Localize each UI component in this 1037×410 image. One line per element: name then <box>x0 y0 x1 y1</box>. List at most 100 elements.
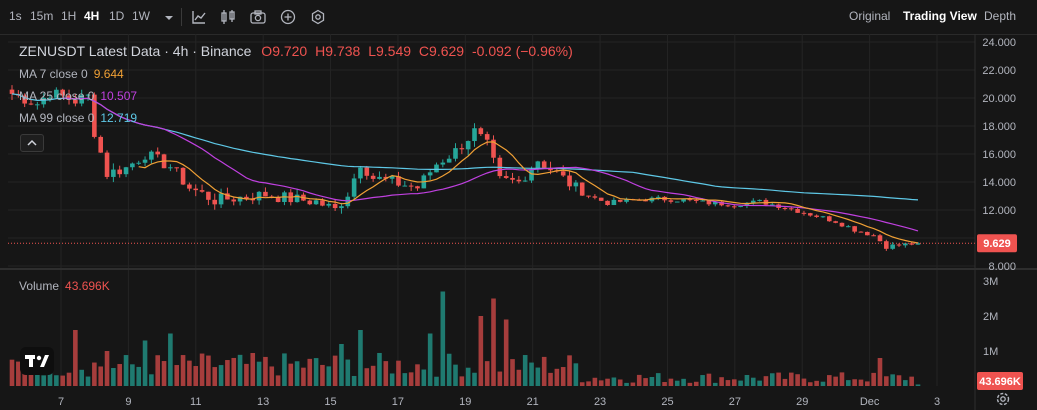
camera-icon[interactable] <box>249 8 267 26</box>
candle-body <box>453 148 458 159</box>
volume-bar <box>440 291 446 386</box>
volume-bar <box>877 358 883 386</box>
view-depth[interactable]: Depth <box>984 9 1017 23</box>
volume-bar <box>858 379 864 386</box>
candle-body <box>725 205 731 207</box>
candle-body <box>478 128 484 135</box>
volume-bar <box>573 363 579 386</box>
candle-body <box>149 151 154 160</box>
volume-bar <box>757 380 762 386</box>
candle-body <box>231 199 237 202</box>
indicator-icon[interactable] <box>190 8 208 26</box>
volume-bar <box>73 330 78 386</box>
ohlc-close-key: C <box>418 43 430 59</box>
volume-bar <box>149 374 154 386</box>
chart-axes: 8.00010.00012.00014.00016.00018.00020.00… <box>58 37 1016 408</box>
candle-body <box>98 136 103 153</box>
time-tick-label: 21 <box>527 396 539 408</box>
candle-body <box>28 103 34 105</box>
candles-icon[interactable] <box>219 8 237 26</box>
candle-body <box>833 221 838 223</box>
candle-body <box>237 196 243 202</box>
interval-1s[interactable]: 1s <box>9 9 22 23</box>
candle-body <box>123 167 129 175</box>
candle-body <box>491 139 496 158</box>
volume-bar <box>225 360 230 386</box>
ohlc-low-key: L <box>368 43 376 59</box>
ohlc-open: 9.720 <box>272 43 308 59</box>
candle-body <box>440 162 446 165</box>
ma99-legend: MA 99 close 0 12.719 <box>19 111 137 125</box>
candle-body <box>820 216 826 218</box>
candle-body <box>294 194 300 203</box>
gear-icon[interactable] <box>994 390 1012 408</box>
candle-body <box>364 167 370 176</box>
ma7-label: MA 7 close 0 <box>19 67 88 81</box>
interval-1h[interactable]: 1H <box>61 9 77 23</box>
candle-body <box>130 163 135 168</box>
volume-bar <box>624 382 629 386</box>
collapse-legend-button[interactable] <box>20 134 44 152</box>
price-chart[interactable]: 8.00010.00012.00014.00016.00018.00020.00… <box>0 34 1037 410</box>
volume-bar <box>655 373 661 386</box>
candle-body <box>719 201 724 206</box>
volume-bar <box>66 372 72 386</box>
price-tick-label: 20.000 <box>982 93 1016 105</box>
candle-body <box>877 235 883 242</box>
interval-15m[interactable]: 15m <box>30 9 54 23</box>
volume-bar <box>681 378 686 386</box>
volume-bar <box>313 358 319 386</box>
candle-body <box>66 95 72 100</box>
candle-body <box>358 167 363 179</box>
chevron-up-icon <box>27 139 37 146</box>
candle-body <box>142 159 148 163</box>
time-tick-label: Dec <box>860 396 880 408</box>
tradingview-logo[interactable] <box>20 347 54 375</box>
candle-body <box>795 209 800 213</box>
view-trading-view[interactable]: Trading View <box>903 9 977 23</box>
volume-bar <box>668 378 674 386</box>
interval-1d[interactable]: 1D <box>109 9 125 23</box>
volume-bar <box>16 361 21 386</box>
volume-bar <box>358 330 363 386</box>
time-tick-label: 7 <box>58 396 64 408</box>
volume-bar <box>554 368 560 386</box>
last-price-badge-text: 9.629 <box>983 238 1011 250</box>
candle-body <box>541 161 547 168</box>
volume-bar <box>263 356 268 386</box>
time-tick-label: 9 <box>125 396 131 408</box>
ma25-label: MA 25 close 0 <box>19 89 95 103</box>
last-price-badge <box>977 234 1017 253</box>
volume-bar <box>763 376 769 386</box>
candle-body <box>567 175 572 187</box>
volume-bar <box>98 366 103 386</box>
settings-icon[interactable] <box>309 8 327 26</box>
add-icon[interactable] <box>279 8 297 26</box>
volume-bar <box>282 353 287 386</box>
candle-body <box>332 203 338 209</box>
volume-bar <box>199 353 205 386</box>
volume-bar <box>700 375 705 386</box>
time-tick-label: 13 <box>257 396 269 408</box>
volume-bar <box>288 363 294 386</box>
candle-body <box>155 151 161 155</box>
volume-bar <box>301 367 306 386</box>
candle-body <box>617 199 623 202</box>
candle-body <box>408 185 414 187</box>
volume-bar <box>846 380 851 386</box>
volume-bar <box>750 377 756 386</box>
volume-bar <box>852 379 857 386</box>
view-original[interactable]: Original <box>849 9 891 23</box>
candle-body <box>339 206 344 209</box>
candle-body <box>839 222 845 227</box>
time-tick-label: 11 <box>190 396 201 408</box>
interval-1w[interactable]: 1W <box>132 9 150 23</box>
price-change: -0.092 (−0.96%) <box>471 43 573 59</box>
candle-body <box>79 95 84 104</box>
candle-body <box>643 200 648 202</box>
volume-bar <box>180 355 186 386</box>
chevron-down-icon[interactable] <box>160 9 178 27</box>
candle-body <box>858 231 864 233</box>
candle-body <box>827 216 832 222</box>
interval-4h[interactable]: 4H <box>84 9 100 23</box>
